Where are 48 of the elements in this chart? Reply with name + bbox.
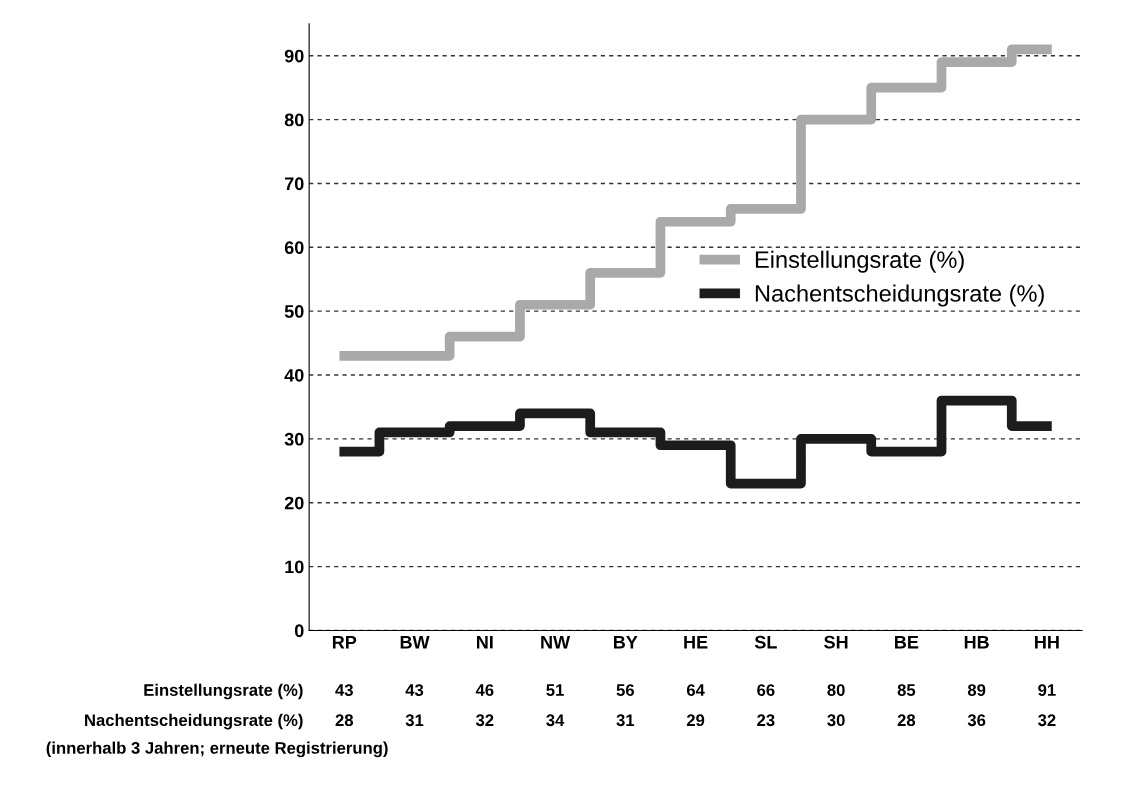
- text: (innerhalb 3 Jahren; erneute Registrierung): [46, 741, 388, 758]
- y-tick-label: 0: [294, 624, 304, 638]
- data-label: 36: [967, 714, 986, 727]
- data-label: 29: [686, 714, 705, 727]
- data-label: 23: [757, 714, 775, 727]
- x-tick-label: NW: [541, 635, 571, 649]
- x-tick-label: RP: [332, 635, 357, 649]
- data-label: 51: [546, 684, 564, 696]
- data-label: 80: [827, 684, 845, 696]
- data-label: 56: [616, 684, 634, 696]
- y-tick-label: 10: [285, 560, 304, 574]
- data-label: 32: [1038, 714, 1056, 727]
- data-label: 91: [1038, 684, 1056, 696]
- data-label: 28: [897, 714, 916, 727]
- y-tick-label: 30: [284, 432, 304, 446]
- data-label: 89: [967, 684, 986, 696]
- y-tick-label: 70: [284, 177, 304, 191]
- x-tick-label: SL: [754, 635, 777, 649]
- data-label: 28: [335, 714, 354, 727]
- y-tick-label: 50: [284, 305, 304, 318]
- legend-label: Nachentscheidungsrate (%): [755, 284, 1044, 307]
- y-tick-label: 40: [284, 368, 304, 382]
- text: Nachentscheidungsrate (%): [85, 713, 303, 730]
- data-label: 31: [616, 714, 635, 727]
- legend-label: Einstellungsrate (%): [755, 250, 964, 273]
- y-tick-label: 60: [284, 241, 304, 255]
- data-label: 32: [475, 714, 494, 727]
- text: Einstellungsrate (%): [144, 683, 303, 700]
- x-tick-label: BY: [613, 635, 638, 649]
- data-label: 34: [546, 714, 565, 727]
- y-tick-label: 20: [284, 496, 304, 510]
- data-label: 46: [475, 684, 494, 696]
- x-tick-label: NI: [476, 635, 493, 649]
- x-tick-label: HB: [964, 635, 989, 649]
- y-tick-label: 80: [284, 113, 304, 127]
- x-tick-label: HH: [1035, 635, 1059, 649]
- data-label: 30: [827, 714, 845, 727]
- x-tick-label: HE: [684, 635, 708, 649]
- data-label: 66: [757, 684, 775, 696]
- x-tick-label: BE: [895, 635, 919, 649]
- x-tick-label: BW: [400, 635, 430, 649]
- data-label: 43: [335, 684, 353, 696]
- data-label: 85: [897, 684, 916, 696]
- data-label: 43: [405, 684, 424, 696]
- data-label: 64: [686, 684, 705, 696]
- y-tick-label: 90: [284, 49, 304, 63]
- x-tick-label: SH: [824, 635, 848, 649]
- data-label: 31: [405, 714, 424, 727]
